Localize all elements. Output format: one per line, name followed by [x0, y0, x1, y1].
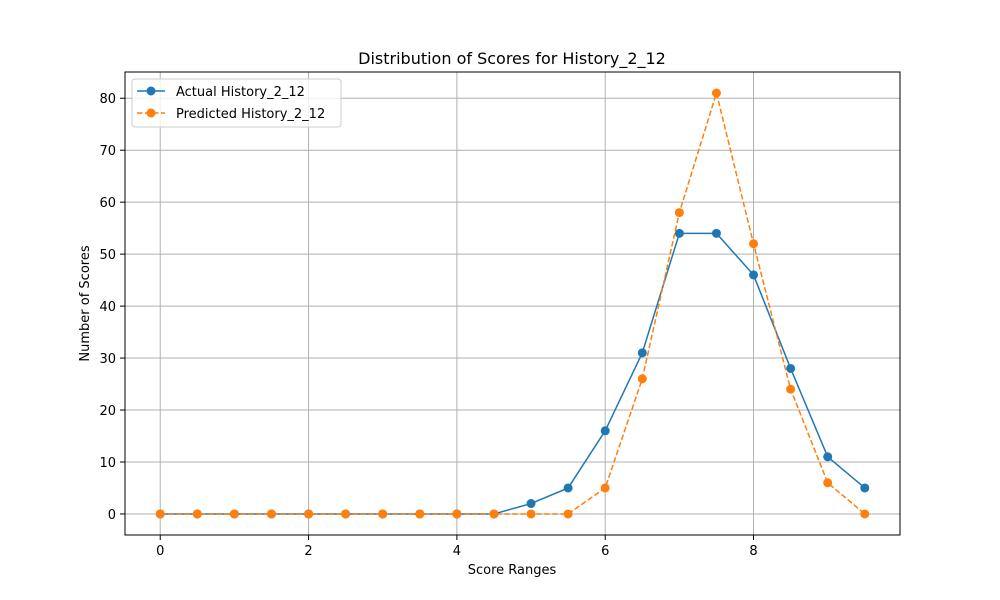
data-point	[155, 509, 165, 519]
data-point	[526, 509, 536, 519]
series-group	[155, 88, 870, 519]
legend-label: Actual History_2_12	[176, 85, 305, 100]
chart-title: Distribution of Scores for History_2_12	[358, 49, 666, 69]
y-axis-label: Number of Scores	[78, 245, 93, 361]
x-tick-label: 4	[453, 544, 461, 559]
data-point	[378, 509, 388, 519]
data-point	[860, 483, 870, 493]
grid	[125, 72, 900, 535]
data-point	[489, 509, 499, 519]
data-point	[229, 509, 239, 519]
series-1	[155, 88, 870, 519]
data-point	[674, 228, 684, 238]
data-point	[711, 88, 721, 98]
y-tick-label: 40	[99, 300, 116, 315]
data-point	[823, 478, 833, 488]
data-point	[341, 509, 351, 519]
data-point	[860, 509, 870, 519]
y-tick-label: 20	[99, 404, 116, 419]
data-point	[452, 509, 462, 519]
x-tick-label: 2	[304, 544, 312, 559]
data-point	[823, 452, 833, 462]
data-point	[637, 374, 647, 384]
legend-marker	[146, 108, 156, 118]
data-point	[786, 384, 796, 394]
data-point	[600, 426, 610, 436]
data-point	[266, 509, 276, 519]
legend-marker	[146, 86, 156, 96]
y-tick-label: 50	[99, 248, 116, 263]
data-point	[711, 228, 721, 238]
data-point	[526, 499, 536, 509]
data-point	[600, 483, 610, 493]
data-point	[749, 270, 759, 280]
data-point	[563, 509, 573, 519]
legend-box	[131, 78, 342, 128]
data-point	[674, 208, 684, 218]
data-point	[563, 483, 573, 493]
y-tick-label: 10	[99, 456, 116, 471]
data-point	[786, 363, 796, 373]
x-axis-label: Score Ranges	[468, 563, 557, 578]
y-tick-label: 0	[108, 508, 116, 523]
legend-label: Predicted History_2_12	[176, 107, 325, 122]
data-point	[415, 509, 425, 519]
x-tick-label: 6	[601, 544, 609, 559]
y-tick-label: 60	[99, 196, 116, 211]
data-point	[749, 239, 759, 249]
x-tick-label: 0	[156, 544, 164, 559]
plot-area-frame	[124, 71, 901, 536]
data-point	[192, 509, 202, 519]
y-tick-label: 80	[99, 92, 116, 107]
data-point	[637, 348, 647, 358]
x-tick-label: 8	[749, 544, 757, 559]
legend: Actual History_2_12 Predicted History_2_1…	[131, 78, 342, 128]
y-tick-label: 70	[99, 144, 116, 159]
series-line	[160, 90, 866, 515]
y-tick-label: 30	[99, 352, 116, 367]
data-point	[304, 509, 314, 519]
